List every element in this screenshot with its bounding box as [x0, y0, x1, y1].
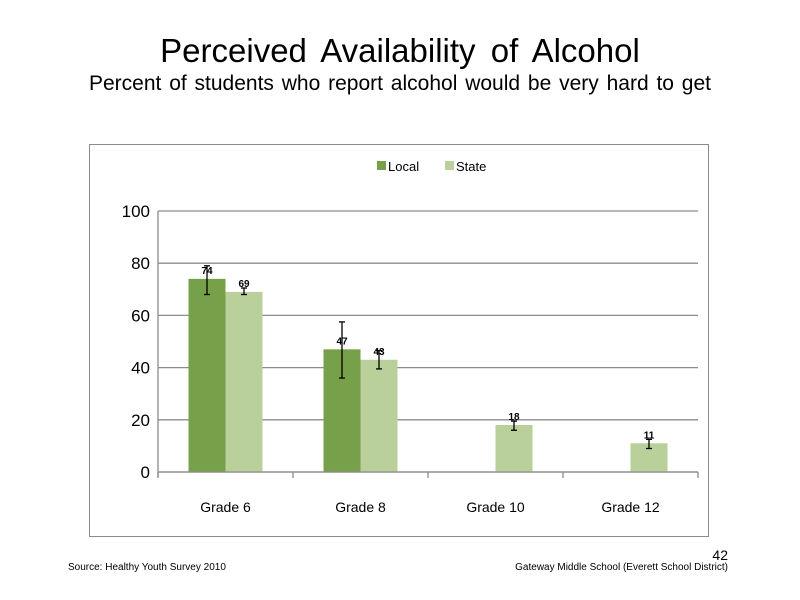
- slide-subtitle: Percent of students who report alcohol w…: [88, 72, 712, 95]
- legend-label: Local: [388, 159, 419, 174]
- legend-swatch-local: [377, 161, 386, 170]
- slide-number: 42: [712, 547, 728, 563]
- chart-frame: 0 20 40 60 80 100 Grade 6 Grade 8 Grade 10 Grade …: [89, 144, 709, 537]
- category-label: Grade 12: [601, 499, 660, 515]
- data-label: 74: [201, 266, 213, 277]
- category-label: Grade 8: [335, 499, 386, 515]
- bar-state: [225, 291, 263, 472]
- slide-title: Perceived Availability of Alcohol: [160, 32, 640, 69]
- y-tick-label: 40: [131, 359, 150, 378]
- legend-label: State: [456, 159, 486, 174]
- category-label: Grade 10: [466, 499, 525, 515]
- y-tick-label: 20: [131, 411, 150, 430]
- bar-state: [495, 425, 533, 472]
- footer-school: Gateway Middle School (Everett School Di…: [515, 562, 728, 573]
- category-label: Grade 6: [200, 499, 251, 515]
- data-label: 47: [336, 336, 348, 347]
- bar-state: [360, 359, 398, 472]
- y-tick-label: 0: [141, 463, 150, 482]
- y-tick-label: 80: [131, 254, 150, 273]
- data-label: 11: [644, 430, 655, 441]
- data-label: 43: [373, 347, 385, 358]
- source-note: Source: Healthy Youth Survey 2010: [68, 562, 226, 573]
- y-tick-label: 60: [131, 306, 150, 325]
- data-label: 69: [238, 279, 250, 290]
- legend-swatch-state: [445, 161, 454, 170]
- y-tick-label: 100: [122, 202, 150, 221]
- data-label: 18: [508, 412, 520, 423]
- bar-local: [188, 278, 226, 472]
- bar-chart: 0 20 40 60 80 100 Grade 6 Grade 8 Grade 10 Grade …: [122, 159, 699, 515]
